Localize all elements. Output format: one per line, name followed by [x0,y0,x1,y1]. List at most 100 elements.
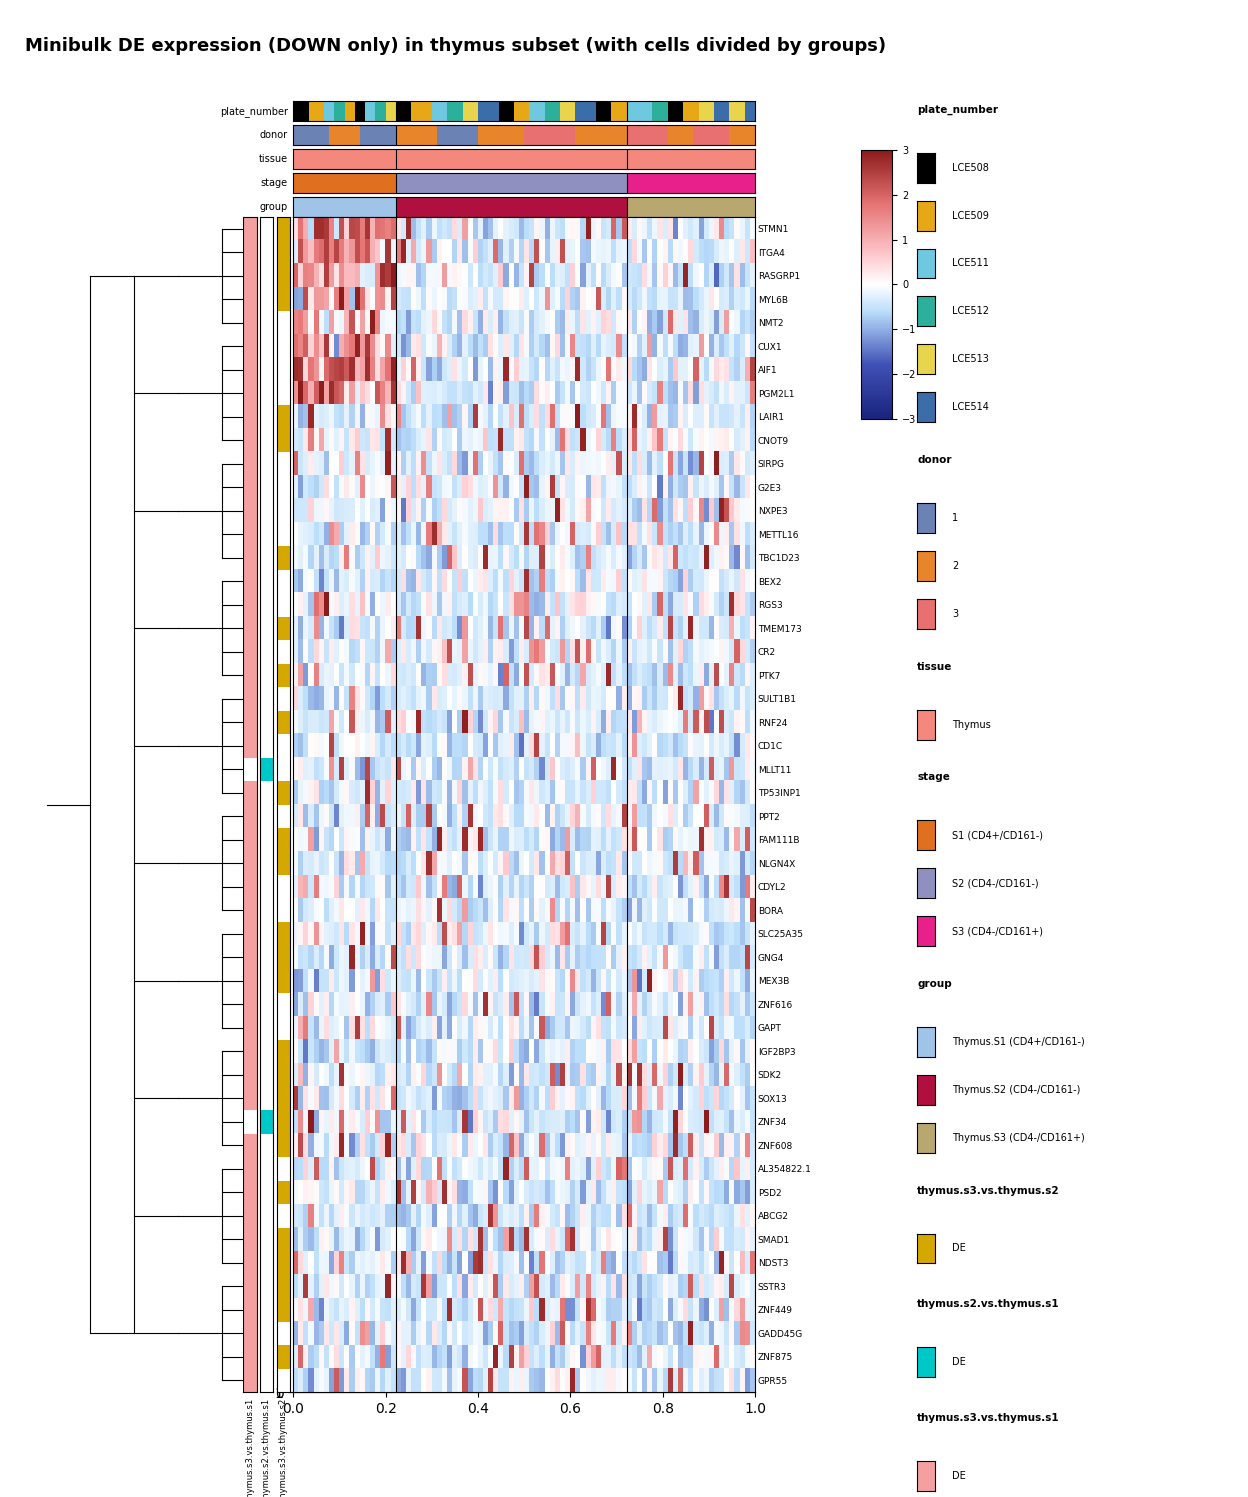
Bar [277,476,290,499]
Bar [260,805,273,828]
Bar [437,100,442,121]
Bar [427,100,432,121]
Bar [514,124,519,145]
Bar [617,124,622,145]
Bar [243,781,257,805]
Bar [626,196,755,217]
Bar [277,757,290,781]
Bar [544,100,550,121]
Bar [683,124,689,145]
Bar [488,124,493,145]
Bar [243,428,257,452]
Bar [509,100,514,121]
Bar [704,124,709,145]
Bar [277,969,290,993]
Bar [277,1181,290,1204]
Bar [277,876,290,898]
Bar [260,382,273,406]
Bar [658,100,663,121]
Bar [260,993,273,1016]
Bar [260,358,273,382]
Bar [354,100,359,121]
Bar [260,1368,273,1392]
Bar [277,993,290,1016]
Bar [277,499,290,522]
Bar [468,124,473,145]
Bar [468,100,473,121]
Text: Thymus.S3 (CD4-/CD161+): Thymus.S3 (CD4-/CD161+) [952,1133,1085,1142]
Bar [544,124,550,145]
Bar [483,124,488,145]
Bar [277,1251,290,1274]
Bar [458,100,463,121]
Bar [519,124,524,145]
Bar [260,1111,273,1133]
Bar [260,1063,273,1087]
Bar [349,124,354,145]
Bar [401,100,406,121]
Bar [607,100,612,121]
Bar [243,499,257,522]
Bar [391,124,396,145]
Bar [626,124,631,145]
Bar [243,1039,257,1063]
Bar [243,263,257,287]
Text: thymus.s3.vs.thymus.s2: thymus.s3.vs.thymus.s2 [917,1186,1060,1196]
Bar [329,124,334,145]
Bar [277,663,290,687]
Bar [293,196,396,217]
Bar [354,124,359,145]
Bar [580,124,585,145]
Bar [412,124,417,145]
Bar [243,569,257,593]
Bar [243,898,257,922]
Bar [260,734,273,757]
Bar [277,358,290,382]
Bar [396,124,401,145]
Bar [714,100,719,121]
Bar [243,946,257,969]
Text: tissue: tissue [917,662,952,672]
Bar [493,100,498,121]
Bar [585,100,590,121]
Bar [631,100,636,121]
Bar [719,124,724,145]
Bar [668,124,673,145]
Bar [243,805,257,828]
Bar [277,734,290,757]
Bar [689,100,694,121]
Bar [668,100,673,121]
Bar [243,641,257,663]
Bar [277,1322,290,1346]
Bar [243,1346,257,1368]
Bar [432,124,437,145]
Bar [653,124,658,145]
Bar [729,100,735,121]
Bar [386,100,391,121]
Bar [243,1251,257,1274]
Bar [519,100,524,121]
Text: S1 (CD4+/CD161-): S1 (CD4+/CD161-) [952,831,1043,840]
Text: DE: DE [952,1358,966,1367]
Bar [386,124,391,145]
Bar [376,124,381,145]
Bar [412,100,417,121]
Bar [260,711,273,734]
Bar [447,124,452,145]
Bar [243,711,257,734]
Bar [612,100,617,121]
Bar [260,922,273,946]
Bar [565,100,570,121]
Bar [243,358,257,382]
Bar [488,100,493,121]
Bar [509,124,514,145]
Y-axis label: group: group [260,202,288,213]
Bar [324,100,329,121]
Bar [243,1228,257,1251]
Bar [260,593,273,617]
Text: DE: DE [952,1244,966,1253]
Bar [277,946,290,969]
Bar [260,617,273,641]
Bar [260,1228,273,1251]
Bar [359,124,366,145]
